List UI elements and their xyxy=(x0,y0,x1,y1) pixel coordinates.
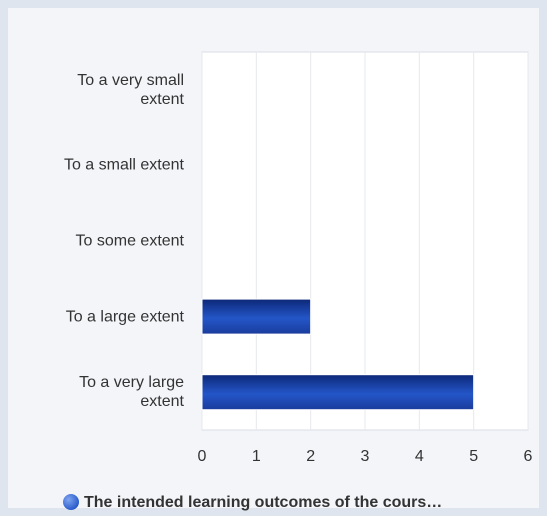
x-tick-label: 0 xyxy=(198,448,207,465)
y-tick-label: To some extent xyxy=(75,232,185,250)
legend-label: The intended learning outcomes of the co… xyxy=(84,494,442,511)
x-tick-label: 1 xyxy=(252,448,261,465)
legend-marker xyxy=(63,494,79,510)
x-tick-label: 4 xyxy=(415,448,424,465)
y-tick-label: To a small extent xyxy=(63,156,184,174)
bar xyxy=(201,298,312,335)
bar xyxy=(201,374,475,411)
x-tick-label: 6 xyxy=(524,448,533,465)
y-tick-label: To a very small extent xyxy=(77,71,184,108)
y-tick-label: To a very large extent xyxy=(79,374,184,411)
y-tick-label: To a large extent xyxy=(65,308,184,326)
x-tick-label: 5 xyxy=(469,448,478,465)
x-tick-label: 2 xyxy=(306,448,315,465)
x-tick-label: 3 xyxy=(361,448,370,465)
